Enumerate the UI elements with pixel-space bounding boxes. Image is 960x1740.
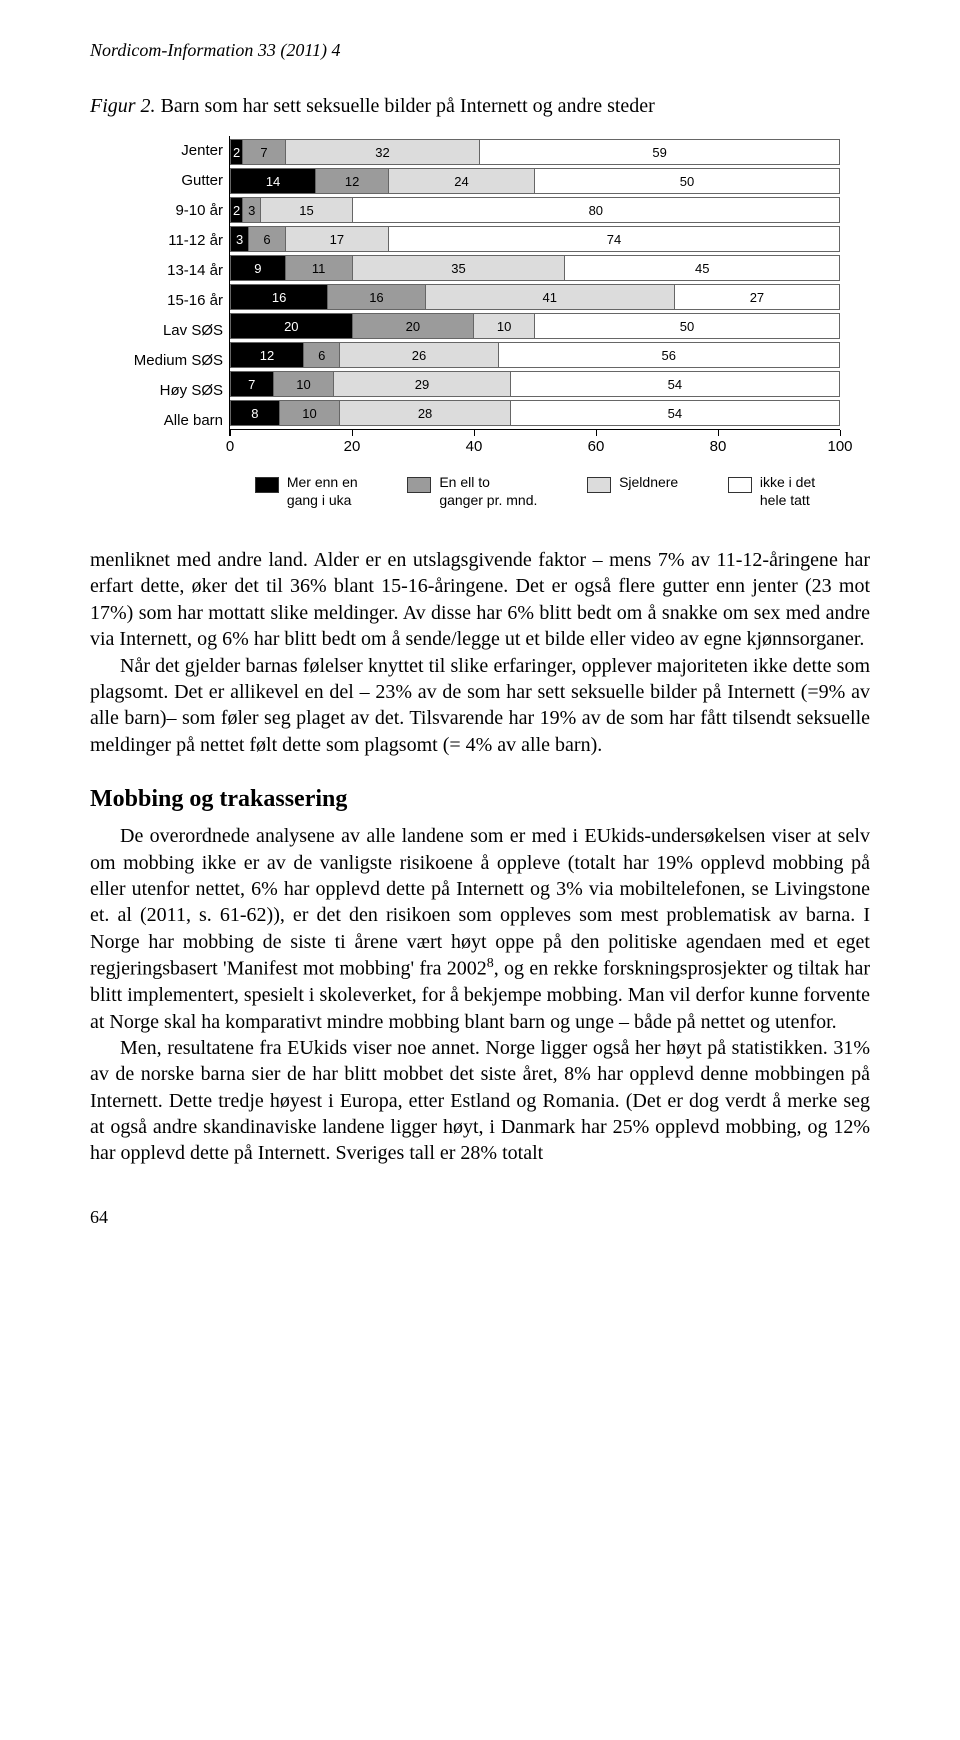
chart-bar-segment: 16 [328, 285, 425, 309]
legend-item: Sjeldnere [587, 474, 678, 509]
chart-bar-segment: 6 [249, 227, 285, 251]
chart-bar-segment: 11 [286, 256, 353, 280]
chart-bar-segment: 24 [389, 169, 535, 193]
legend-label: Mer enn en gang i uka [287, 474, 358, 509]
legend-item: En ell to ganger pr. mnd. [407, 474, 537, 509]
page-number: 64 [90, 1207, 870, 1228]
chart-bar-segment: 74 [389, 227, 839, 251]
body-text: De overordnede analysene av alle landene… [90, 825, 870, 980]
legend-label: En ell to ganger pr. mnd. [439, 474, 537, 509]
chart-legend: Mer enn en gang i uka En ell to ganger pr… [230, 474, 840, 509]
chart-bar-segment: 9 [231, 256, 286, 280]
chart-bar-segment: 7 [243, 140, 286, 164]
chart-bar-row: 9113545 [230, 255, 840, 281]
chart-bar-segment: 50 [535, 169, 839, 193]
chart-bar-segment: 8 [231, 401, 280, 425]
figure-label: Figur 2. [90, 95, 156, 117]
chart-bar-segment: 7 [231, 372, 274, 396]
chart-tick-label: 100 [827, 438, 852, 455]
chart-bar-row: 361774 [230, 226, 840, 252]
chart-bar-segment: 50 [535, 314, 839, 338]
body-paragraph: Men, resultatene fra EUkids viser noe an… [90, 1035, 870, 1167]
chart-bar-segment: 12 [231, 343, 304, 367]
body-paragraph: menliknet med andre land. Alder er en ut… [90, 547, 870, 653]
chart-bar-segment: 16 [231, 285, 328, 309]
chart-bar-segment: 54 [511, 401, 839, 425]
chart-tick-label: 80 [710, 438, 727, 455]
chart-category-label: 13-14 år [120, 256, 230, 286]
chart-bar-row: 1262656 [230, 342, 840, 368]
chart-bar-segment: 27 [675, 285, 839, 309]
running-head: Nordicom-Information 33 (2011) 4 [90, 40, 870, 61]
chart-bar-segment: 14 [231, 169, 316, 193]
chart-bar-segment: 10 [474, 314, 535, 338]
chart-bar-segment: 10 [280, 401, 341, 425]
chart-bar-row: 20201050 [230, 313, 840, 339]
chart-tick-label: 60 [588, 438, 605, 455]
chart-bar-segment: 20 [353, 314, 475, 338]
chart-category-label: Høy SØS [120, 376, 230, 406]
legend-item: Mer enn en gang i uka [255, 474, 358, 509]
chart-category-label: Jenter [120, 136, 230, 166]
chart-bar-segment: 35 [353, 256, 566, 280]
body-paragraph: Når det gjelder barnas følelser knyttet … [90, 653, 870, 759]
body-paragraph: De overordnede analysene av alle landene… [90, 823, 870, 1035]
chart-tick-label: 40 [466, 438, 483, 455]
legend-label: Sjeldnere [619, 474, 678, 492]
chart-bar-segment: 45 [565, 256, 839, 280]
chart-bar-segment: 2 [231, 140, 243, 164]
chart-bar-segment: 3 [243, 198, 261, 222]
chart-category-label: Lav SØS [120, 316, 230, 346]
chart-bar-segment: 3 [231, 227, 249, 251]
chart-bar-segment: 10 [274, 372, 335, 396]
chart-tick-label: 20 [344, 438, 361, 455]
chart-bar-segment: 80 [353, 198, 839, 222]
legend-item: ikke i det hele tatt [728, 474, 815, 509]
chart-bar-segment: 29 [334, 372, 510, 396]
legend-label: ikke i det hele tatt [760, 474, 815, 509]
chart-category-label: 9-10 år [120, 196, 230, 226]
chart-bar-row: 7102954 [230, 371, 840, 397]
chart-bar-row: 16164127 [230, 284, 840, 310]
chart-bar-segment: 17 [286, 227, 389, 251]
chart-bar-segment: 28 [340, 401, 510, 425]
chart-bar-segment: 6 [304, 343, 340, 367]
chart-bar-segment: 41 [426, 285, 675, 309]
chart-bar-row: 8102854 [230, 400, 840, 426]
chart-bar-segment: 54 [511, 372, 839, 396]
chart-bar-row: 273259 [230, 139, 840, 165]
figure-caption: Figur 2. Barn som har sett seksuelle bil… [90, 95, 870, 118]
chart-bar-segment: 26 [340, 343, 498, 367]
legend-swatch [407, 477, 431, 493]
chart-bar-segment: 59 [480, 140, 839, 164]
chart-bar-segment: 15 [261, 198, 352, 222]
legend-swatch [255, 477, 279, 493]
stacked-bar-chart: JenterGutter9-10 år11-12 år13-14 år15-16… [120, 136, 840, 509]
chart-bar-segment: 2 [231, 198, 243, 222]
chart-bar-segment: 32 [286, 140, 481, 164]
chart-category-label: 15-16 år [120, 286, 230, 316]
chart-tick-label: 0 [226, 438, 234, 455]
section-heading: Mobbing og trakassering [90, 786, 870, 813]
chart-bar-row: 14122450 [230, 168, 840, 194]
chart-bar-segment: 56 [499, 343, 839, 367]
chart-category-label: Gutter [120, 166, 230, 196]
chart-category-label: Alle barn [120, 406, 230, 436]
figure-title: Barn som har sett seksuelle bilder på In… [161, 95, 655, 117]
legend-swatch [728, 477, 752, 493]
chart-category-label: Medium SØS [120, 346, 230, 376]
chart-bar-row: 231580 [230, 197, 840, 223]
chart-bar-segment: 20 [231, 314, 353, 338]
footnote-marker: 8 [487, 956, 494, 971]
legend-swatch [587, 477, 611, 493]
chart-bar-segment: 12 [316, 169, 389, 193]
chart-category-label: 11-12 år [120, 226, 230, 256]
